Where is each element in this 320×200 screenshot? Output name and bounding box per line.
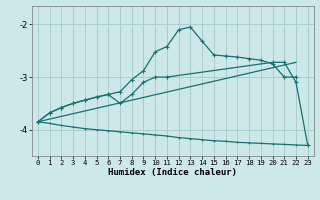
X-axis label: Humidex (Indice chaleur): Humidex (Indice chaleur)	[108, 168, 237, 177]
